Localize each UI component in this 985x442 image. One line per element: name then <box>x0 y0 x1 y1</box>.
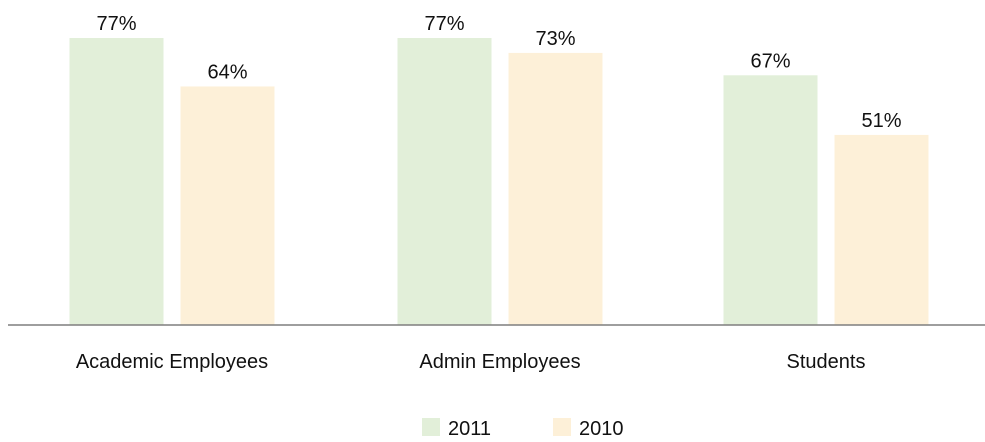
legend-swatch-2011 <box>422 418 440 436</box>
bar-2010-3 <box>834 134 929 325</box>
legend-label-2011: 2011 <box>448 418 491 440</box>
bar-2011-3 <box>723 75 818 325</box>
bars-layer <box>69 38 929 326</box>
data-label-2011-1: 77% <box>96 13 136 35</box>
category-label-3: Students <box>787 351 866 373</box>
category-label-1: Academic Employees <box>76 351 268 373</box>
data-label-2011-3: 67% <box>750 50 790 72</box>
data-label-2011-2: 77% <box>424 13 464 35</box>
category-label-2: Admin Employees <box>419 351 580 373</box>
data-label-2010-3: 51% <box>861 110 901 132</box>
data-label-2010-1: 64% <box>207 61 247 83</box>
bar-2011-2 <box>397 38 492 325</box>
bar-2011-1 <box>69 38 164 325</box>
category-labels-layer: Academic Employees Admin Employees Student… <box>76 351 866 373</box>
data-labels-layer: 77% 64% 77% 73% 67% 51% <box>96 13 901 132</box>
legend-label-2010: 2010 <box>579 418 624 440</box>
legend: 2011 2010 <box>422 418 624 440</box>
bar-2010-2 <box>508 52 603 326</box>
legend-swatch-2010 <box>553 418 571 436</box>
bar-2010-1 <box>180 86 275 325</box>
data-label-2010-2: 73% <box>535 28 575 50</box>
